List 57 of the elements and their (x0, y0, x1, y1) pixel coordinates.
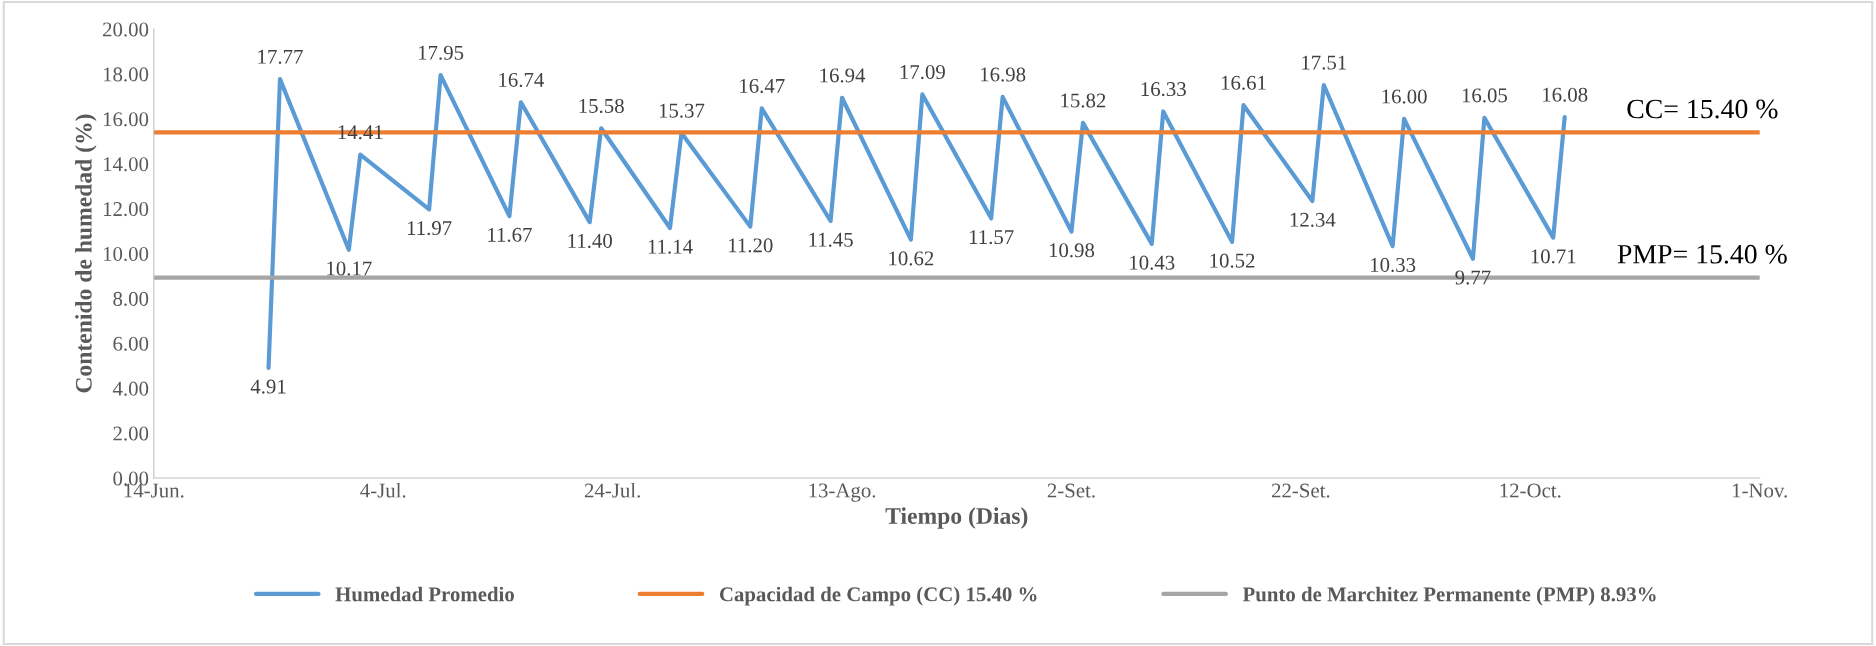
data-label: 16.61 (1221, 75, 1266, 90)
data-label: 17.09 (900, 64, 945, 80)
y-tick-label: 4.00 (112, 381, 149, 396)
data-label: 15.82 (1061, 93, 1106, 108)
data-label: 17.51 (1302, 55, 1346, 70)
y-axis-title: Contenido de humedad (%) (75, 114, 97, 393)
data-label: 11.97 (407, 221, 452, 236)
data-label: 10.52 (1210, 253, 1255, 268)
data-label: 16.47 (740, 78, 785, 94)
data-label: 11.20 (729, 238, 773, 253)
y-tick-label: 2.00 (113, 426, 149, 441)
y-tick-label: 18.00 (103, 67, 149, 82)
x-tick-label: 12-Oct. (1500, 483, 1561, 498)
x-tick-label: 4-Jul. (360, 482, 406, 498)
data-label: 16.94 (820, 68, 866, 83)
data-label: 11.45 (809, 232, 853, 247)
data-label: 12.34 (1290, 212, 1336, 227)
data-label: 11.67 (488, 227, 532, 242)
data-label: 11.14 (648, 239, 693, 254)
data-label: 16.00 (1382, 89, 1427, 104)
data-label: 10.43 (1130, 255, 1175, 270)
y-tick-label: 8.00 (113, 291, 149, 306)
legend-label: Punto de Marchitez Permanente (PMP) 8.93% (1242, 586, 1656, 606)
y-tick-label: 6.00 (113, 336, 149, 351)
data-label: 9.77 (1455, 270, 1491, 285)
annotation: PMP= 15.40 % (1617, 244, 1787, 264)
data-label: 16.08 (1543, 87, 1588, 102)
y-tick-label: 12.00 (103, 202, 149, 217)
x-tick-label: 22-Set. (1271, 483, 1330, 498)
data-label: 15.58 (579, 98, 624, 114)
data-label: 17.95 (418, 45, 464, 60)
data-label: 10.62 (889, 251, 934, 266)
x-axis-title: Tiempo (Dias) (885, 507, 1028, 529)
data-label: 11.57 (969, 230, 1014, 245)
x-tick-label: 24-Jul. (584, 482, 640, 498)
data-label: 11.40 (568, 233, 612, 248)
x-tick-label: 13-Ago. (809, 483, 876, 502)
data-label: 16.05 (1462, 88, 1508, 103)
data-label: 16.74 (499, 72, 544, 87)
data-label: 16.98 (981, 67, 1026, 82)
data-label: 10.17 (327, 261, 372, 276)
y-tick-label: 16.00 (103, 112, 149, 127)
y-tick-label: 14.00 (103, 157, 149, 172)
legend-label: Humedad Promedio (335, 586, 514, 602)
data-label: 15.37 (659, 103, 705, 118)
data-label: 10.71 (1531, 249, 1576, 264)
data-label: 10.98 (1049, 243, 1095, 258)
data-label: 17.77 (258, 49, 303, 64)
data-label: 16.33 (1141, 82, 1186, 97)
legend-label: Capacidad de Campo (CC) 15.40 % (719, 586, 1037, 606)
data-label: 10.33 (1371, 257, 1416, 273)
y-tick-label: 10.00 (103, 246, 149, 262)
x-tick-label: 1-Nov. (1732, 483, 1787, 498)
y-tick-label: 20.00 (103, 22, 149, 37)
annotation: CC= 15.40 % (1627, 99, 1778, 119)
data-label: 4.91 (250, 379, 286, 394)
x-tick-label: 2-Set. (1047, 483, 1095, 498)
